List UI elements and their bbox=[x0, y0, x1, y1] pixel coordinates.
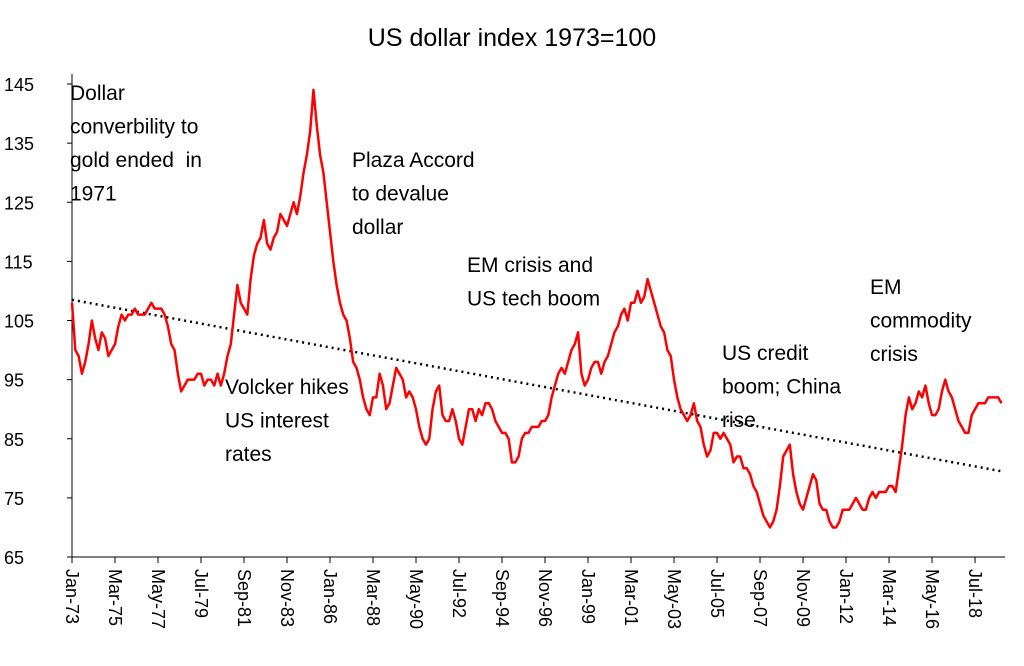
y-tick-label: 135 bbox=[4, 134, 34, 154]
annotation: Volcker hikes bbox=[225, 376, 349, 399]
x-tick-label: Nov-83 bbox=[277, 569, 297, 627]
x-tick-label: Mar-75 bbox=[105, 569, 125, 626]
annotation: Dollar bbox=[70, 82, 125, 105]
annotation: 1971 bbox=[70, 183, 117, 206]
annotation: converbility to bbox=[70, 116, 198, 139]
y-tick-label: 65 bbox=[4, 548, 24, 568]
annotation: Plaza Accord bbox=[352, 149, 475, 172]
x-tick-label: Jan-12 bbox=[836, 569, 856, 624]
x-tick-label: Nov-09 bbox=[793, 569, 813, 627]
annotation: US tech boom bbox=[467, 288, 600, 311]
x-tick-label: May-16 bbox=[922, 569, 942, 629]
annotation: rise bbox=[722, 409, 756, 432]
x-tick-label: Jul-05 bbox=[707, 569, 727, 618]
y-tick-label: 125 bbox=[4, 193, 34, 213]
annotation: to devalue bbox=[352, 183, 449, 206]
x-tick-label: Jul-92 bbox=[449, 569, 469, 618]
annotation: EM bbox=[870, 276, 902, 299]
annotation: US credit bbox=[722, 342, 809, 365]
annotation: commodity bbox=[870, 310, 972, 333]
y-tick-label: 75 bbox=[4, 489, 24, 509]
annotation: crisis bbox=[870, 343, 918, 366]
y-tick-label: 105 bbox=[4, 312, 34, 332]
x-tick-label: Sep-07 bbox=[750, 569, 770, 627]
x-tick-label: May-77 bbox=[148, 569, 168, 629]
y-tick-label: 95 bbox=[4, 371, 24, 391]
x-tick-label: Jan-73 bbox=[62, 569, 82, 624]
y-tick-label: 115 bbox=[4, 252, 33, 272]
x-tick-label: May-90 bbox=[406, 569, 426, 629]
annotation: EM crisis and bbox=[467, 254, 593, 277]
x-tick-label: Jan-99 bbox=[578, 569, 598, 624]
chart-title: US dollar index 1973=100 bbox=[368, 24, 656, 52]
x-tick-label: Mar-01 bbox=[621, 569, 641, 626]
trend-line bbox=[71, 298, 1002, 473]
y-tick-label: 145 bbox=[4, 75, 34, 95]
y-tick-label: 85 bbox=[4, 430, 24, 450]
x-tick-label: Mar-14 bbox=[879, 569, 899, 626]
x-tick-label: Sep-94 bbox=[492, 569, 512, 627]
annotation: dollar bbox=[352, 216, 403, 239]
x-tick-label: Sep-81 bbox=[234, 569, 254, 627]
annotation: boom; China bbox=[722, 376, 841, 399]
x-tick-label: Jan-86 bbox=[320, 569, 340, 624]
x-tick-label: Mar-88 bbox=[363, 569, 383, 626]
data-line bbox=[70, 88, 1003, 529]
x-tick-label: Jul-79 bbox=[191, 569, 211, 618]
x-tick-label: Jul-18 bbox=[965, 569, 985, 618]
annotation: rates bbox=[225, 443, 272, 466]
x-tick-label: May-03 bbox=[664, 569, 684, 629]
x-tick-label: Nov-96 bbox=[535, 569, 555, 627]
annotation: gold ended in bbox=[70, 149, 202, 172]
annotation: US interest bbox=[225, 410, 329, 433]
